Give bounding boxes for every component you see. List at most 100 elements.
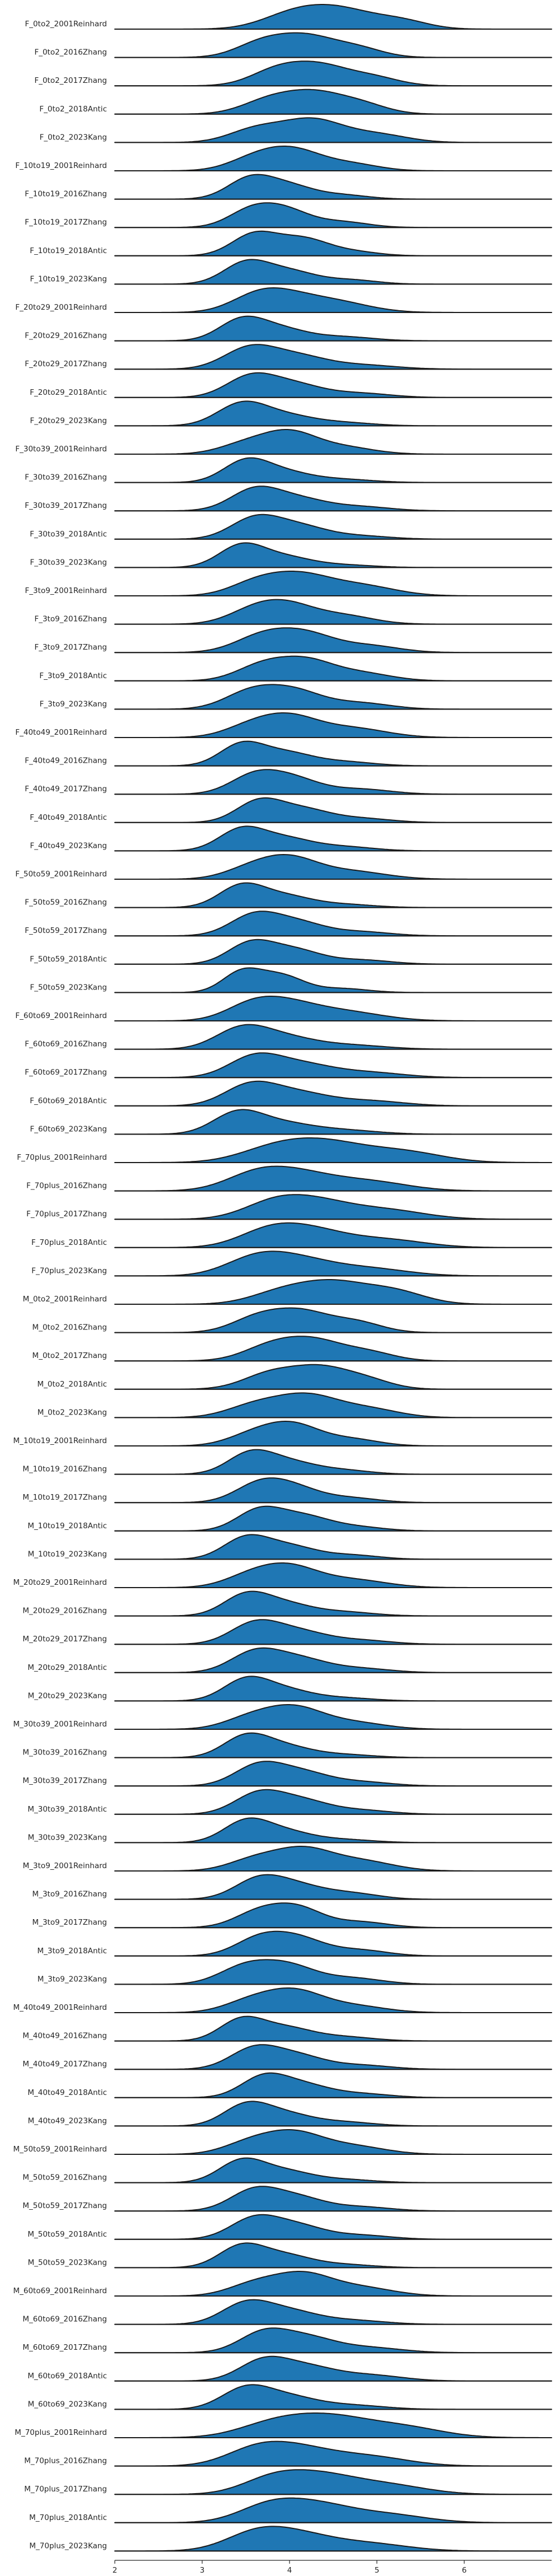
row-label: M_10to19_2001Reinhard	[13, 1436, 107, 1445]
density-ridge	[114, 797, 552, 823]
ridge-row: F_50to59_2017Zhang	[25, 911, 552, 937]
ridge-row: M_60to69_2023Kang	[28, 2384, 552, 2410]
ridge-row: M_40to49_2017Zhang	[22, 2044, 552, 2070]
row-label: F_20to29_2016Zhang	[25, 332, 107, 340]
density-ridge	[114, 1137, 552, 1163]
row-label: M_3to9_2016Zhang	[32, 1890, 107, 1899]
row-label: F_3to9_2017Zhang	[34, 643, 107, 652]
row-label: F_10to19_2018Antic	[30, 246, 107, 255]
density-ridge	[114, 230, 552, 256]
row-label: F_50to59_2001Reinhard	[15, 870, 107, 879]
ridge-row: F_30to39_2001Reinhard	[15, 429, 552, 455]
row-label: F_20to29_2023Kang	[30, 416, 107, 425]
ridge-row: M_10to19_2016Zhang	[22, 1449, 552, 1475]
row-label: M_0to2_2016Zhang	[32, 1323, 107, 1332]
row-label: F_3to9_2018Antic	[39, 671, 107, 680]
x-tick-label: 2	[113, 2566, 118, 2575]
row-label: F_70plus_2018Antic	[31, 1238, 107, 1247]
row-label: M_10to19_2016Zhang	[22, 1465, 107, 1474]
ridge-row: M_50to59_2001Reinhard	[13, 2129, 552, 2155]
row-label: M_0to2_2018Antic	[38, 1380, 108, 1389]
ridge-row: M_40to49_2016Zhang	[22, 2015, 552, 2042]
density-ridge	[114, 457, 552, 483]
row-label: M_30to39_2018Antic	[27, 1805, 107, 1814]
row-label: F_50to59_2016Zhang	[25, 898, 107, 907]
density-ridge	[114, 882, 552, 908]
row-label: M_40to49_2018Antic	[27, 2088, 107, 2097]
ridge-row: F_30to39_2023Kang	[30, 542, 552, 568]
density-ridge	[114, 2271, 552, 2297]
x-tick-label: 5	[375, 2566, 380, 2575]
ridge-row: M_50to59_2018Antic	[27, 2214, 552, 2240]
row-label: F_0to2_2017Zhang	[34, 76, 107, 85]
row-label: M_70plus_2023Kang	[29, 2541, 107, 2550]
row-label: M_60to69_2018Antic	[27, 2372, 107, 2381]
row-label: F_30to39_2018Antic	[30, 530, 107, 539]
ridge-row: F_20to29_2023Kang	[30, 400, 552, 427]
ridge-row: F_60to69_2016Zhang	[25, 1024, 552, 1050]
row-label: M_30to39_2023Kang	[28, 1833, 107, 1842]
row-label: F_40to49_2016Zhang	[25, 757, 107, 766]
density-ridge	[114, 1902, 552, 1929]
row-label: F_10to19_2017Zhang	[25, 218, 107, 227]
ridge-row: F_50to59_2018Antic	[30, 939, 552, 965]
ridge-row: F_30to39_2017Zhang	[25, 486, 552, 512]
density-ridge	[114, 1704, 552, 1730]
density-ridge	[114, 1449, 552, 1475]
row-label: M_40to49_2017Zhang	[22, 2060, 107, 2069]
density-ridge	[114, 117, 552, 143]
density-ridge	[114, 1364, 552, 1390]
row-label: F_70plus_2016Zhang	[26, 1182, 107, 1191]
ridge-row: M_30to39_2023Kang	[28, 1817, 552, 1844]
density-ridge	[114, 1987, 552, 2013]
density-ridge	[114, 599, 552, 625]
ridge-row: M_70plus_2018Antic	[29, 2497, 552, 2523]
row-label: F_30to39_2023Kang	[30, 558, 107, 567]
density-ridge	[114, 1080, 552, 1107]
density-ridge	[114, 1619, 552, 1645]
row-label: M_0to2_2001Reinhard	[23, 1295, 107, 1304]
ridge-row: F_0to2_2018Antic	[39, 88, 552, 115]
ridge-row: F_20to29_2016Zhang	[25, 315, 552, 342]
ridge-row: M_20to29_2001Reinhard	[13, 1562, 552, 1588]
ridge-row: F_40to49_2017Zhang	[25, 769, 552, 795]
row-label: M_40to49_2016Zhang	[22, 2032, 107, 2041]
row-label: M_30to39_2001Reinhard	[13, 1720, 107, 1729]
ridge-row: F_3to9_2017Zhang	[34, 627, 552, 654]
ridge-row: M_30to39_2018Antic	[27, 1789, 552, 1815]
row-label: F_10to19_2023Kang	[30, 274, 107, 283]
ridge-row: M_0to2_2001Reinhard	[23, 1279, 552, 1305]
density-ridge	[114, 1761, 552, 1787]
ridge-row: F_60to69_2023Kang	[30, 1109, 552, 1135]
ridge-row: M_40to49_2023Kang	[28, 2101, 552, 2127]
density-ridge	[114, 1647, 552, 1673]
row-label: F_50to59_2023Kang	[30, 983, 107, 992]
row-label: F_60to69_2017Zhang	[25, 1068, 107, 1077]
ridge-row: F_30to39_2018Antic	[30, 514, 552, 540]
density-ridge	[114, 1024, 552, 1050]
row-label: M_0to2_2023Kang	[38, 1408, 107, 1417]
row-label: M_3to9_2001Reinhard	[23, 1861, 107, 1870]
ridge-row: F_60to69_2018Antic	[30, 1080, 552, 1107]
x-tick-label: 3	[200, 2566, 205, 2575]
density-ridge	[114, 514, 552, 540]
ridge-row: F_40to49_2001Reinhard	[15, 712, 552, 738]
ridge-row: M_3to9_2023Kang	[38, 1959, 552, 1985]
ridge-row: F_40to49_2016Zhang	[25, 740, 552, 767]
row-label: M_30to39_2016Zhang	[22, 1748, 107, 1757]
ridge-row: M_70plus_2016Zhang	[24, 2440, 552, 2467]
density-ridge	[114, 1534, 552, 1560]
row-label: M_20to29_2016Zhang	[22, 1607, 107, 1616]
row-label: M_40to49_2001Reinhard	[13, 2003, 107, 2012]
ridge-row: F_20to29_2001Reinhard	[15, 287, 552, 313]
row-label: F_60to69_2016Zhang	[25, 1040, 107, 1049]
ridge-row: F_30to39_2016Zhang	[25, 457, 552, 483]
ridge-row: M_3to9_2017Zhang	[32, 1902, 552, 1929]
density-ridge	[114, 2355, 552, 2382]
ridge-row: F_10to19_2017Zhang	[25, 202, 552, 228]
density-ridge	[114, 1590, 552, 1617]
row-label: M_50to59_2001Reinhard	[13, 2145, 107, 2154]
row-label: F_30to39_2017Zhang	[25, 501, 107, 510]
ridge-row: M_70plus_2001Reinhard	[15, 2412, 552, 2438]
density-ridge	[114, 2526, 552, 2552]
